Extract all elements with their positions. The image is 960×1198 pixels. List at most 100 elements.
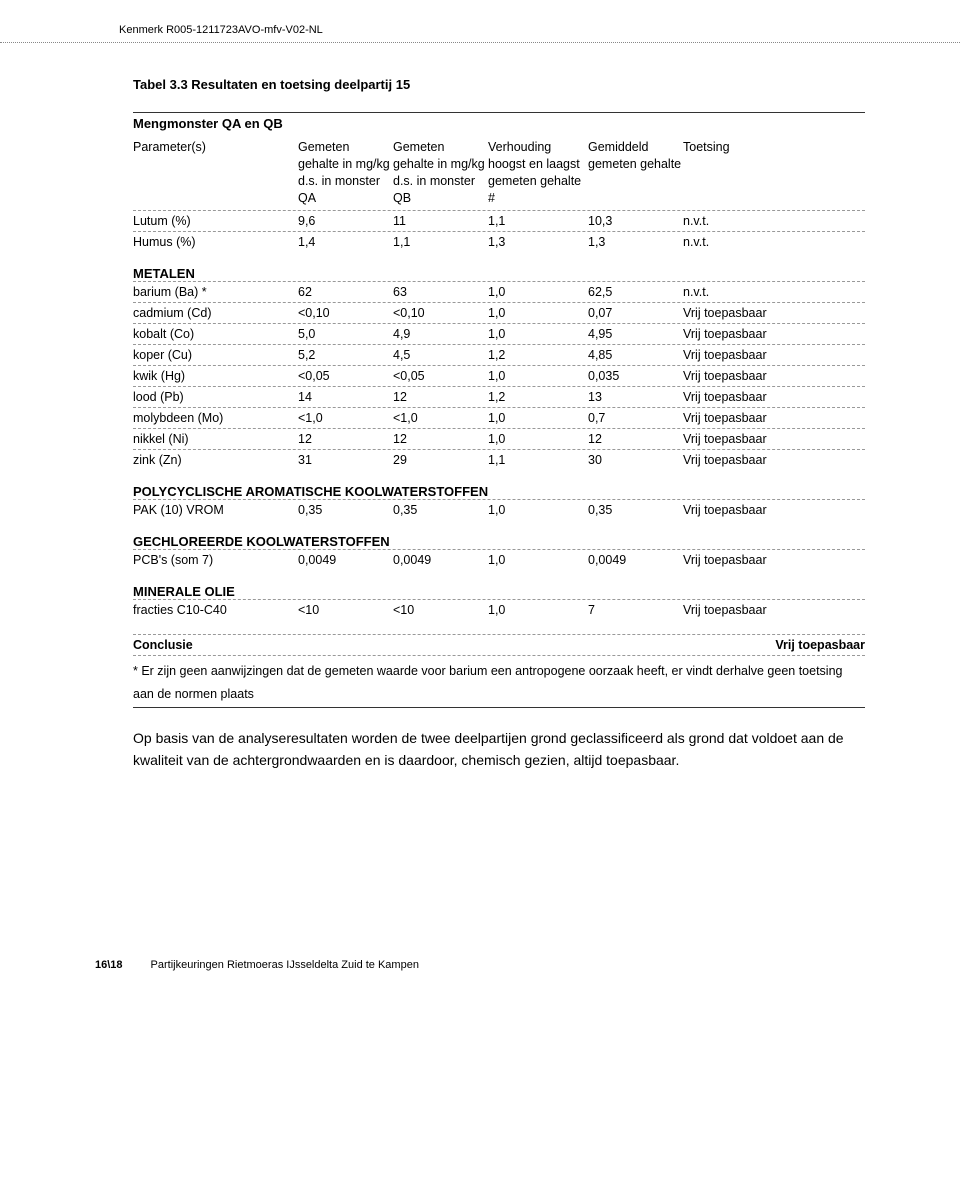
cell-test: Vrij toepasbaar <box>683 327 865 341</box>
section-heading: POLYCYCLISCHE AROMATISCHE KOOLWATERSTOFF… <box>133 470 865 499</box>
cell-avg: 12 <box>588 432 683 446</box>
cell-test: Vrij toepasbaar <box>683 369 865 383</box>
cell-avg: 10,3 <box>588 214 683 228</box>
cell-avg: 0,35 <box>588 503 683 517</box>
cell-qb: 11 <box>393 214 488 228</box>
section-heading: METALEN <box>133 252 865 281</box>
cell-qb: <0,10 <box>393 306 488 320</box>
section-heading: MINERALE OLIE <box>133 570 865 599</box>
conclusion-label: Conclusie <box>133 638 775 652</box>
cell-qb: 12 <box>393 432 488 446</box>
cell-param: Humus (%) <box>133 235 298 249</box>
cell-avg: 0,7 <box>588 411 683 425</box>
cell-ratio: 1,0 <box>488 306 588 320</box>
cell-qb: 1,1 <box>393 235 488 249</box>
cell-avg: 4,85 <box>588 348 683 362</box>
cell-test: Vrij toepasbaar <box>683 553 865 567</box>
cell-param: PAK (10) VROM <box>133 503 298 517</box>
table-row: fracties C10-C40<10<101,07Vrij toepasbaa… <box>133 600 865 620</box>
cell-qa: 9,6 <box>298 214 393 228</box>
column-header: Gemeten gehalte in mg/kg d.s. in monster… <box>393 139 488 207</box>
cell-test: n.v.t. <box>683 285 865 299</box>
conclusion-value: Vrij toepasbaar <box>775 638 865 652</box>
table-row: Lutum (%)9,6111,110,3n.v.t. <box>133 211 865 231</box>
cell-qb: <0,05 <box>393 369 488 383</box>
cell-ratio: 1,3 <box>488 235 588 249</box>
cell-qb: <1,0 <box>393 411 488 425</box>
cell-qa: 31 <box>298 453 393 467</box>
table-row: molybdeen (Mo)<1,0<1,01,00,7Vrij toepasb… <box>133 408 865 428</box>
table-title: Tabel 3.3 Resultaten en toetsing deelpar… <box>133 77 865 92</box>
cell-qa: 5,0 <box>298 327 393 341</box>
cell-param: kwik (Hg) <box>133 369 298 383</box>
column-header: Gemeten gehalte in mg/kg d.s. in monster… <box>298 139 393 207</box>
cell-param: zink (Zn) <box>133 453 298 467</box>
cell-qa: <1,0 <box>298 411 393 425</box>
footer-text: Partijkeuringen Rietmoeras IJsseldelta Z… <box>151 959 419 971</box>
cell-param: molybdeen (Mo) <box>133 411 298 425</box>
column-header: Verhouding hoogst en laagst gemeten geha… <box>488 139 588 207</box>
cell-param: PCB's (som 7) <box>133 553 298 567</box>
cell-test: Vrij toepasbaar <box>683 411 865 425</box>
cell-ratio: 1,0 <box>488 432 588 446</box>
conclusion-row: Conclusie Vrij toepasbaar <box>133 635 865 655</box>
cell-ratio: 1,0 <box>488 369 588 383</box>
table-row: kwik (Hg)<0,05<0,051,00,035Vrij toepasba… <box>133 366 865 386</box>
cell-qa: 0,0049 <box>298 553 393 567</box>
cell-test: Vrij toepasbaar <box>683 306 865 320</box>
cell-param: koper (Cu) <box>133 348 298 362</box>
table-row: kobalt (Co)5,04,91,04,95Vrij toepasbaar <box>133 324 865 344</box>
column-header: Toetsing <box>683 139 865 156</box>
cell-test: Vrij toepasbaar <box>683 603 865 617</box>
cell-avg: 0,0049 <box>588 553 683 567</box>
column-header: Gemiddeld gemeten gehalte <box>588 139 683 173</box>
page-container: Kenmerk R005-1211723AVO-mfv-V02-NL Tabel… <box>0 0 960 811</box>
cell-ratio: 1,0 <box>488 503 588 517</box>
cell-qa: <0,10 <box>298 306 393 320</box>
cell-qa: 1,4 <box>298 235 393 249</box>
cell-avg: 0,035 <box>588 369 683 383</box>
cell-test: Vrij toepasbaar <box>683 432 865 446</box>
cell-qb: 0,0049 <box>393 553 488 567</box>
cell-param: Lutum (%) <box>133 214 298 228</box>
cell-avg: 4,95 <box>588 327 683 341</box>
cell-param: fracties C10-C40 <box>133 603 298 617</box>
cell-qa: <0,05 <box>298 369 393 383</box>
page-footer: 16\18 Partijkeuringen Rietmoeras IJsseld… <box>0 959 419 971</box>
cell-qb: <10 <box>393 603 488 617</box>
cell-avg: 30 <box>588 453 683 467</box>
footer-page-number: 16\18 <box>95 959 123 971</box>
dotted-divider <box>0 42 960 43</box>
cell-test: Vrij toepasbaar <box>683 453 865 467</box>
cell-ratio: 1,2 <box>488 390 588 404</box>
cell-avg: 7 <box>588 603 683 617</box>
section-heading: GECHLOREERDE KOOLWATERSTOFFEN <box>133 520 865 549</box>
cell-param: barium (Ba) * <box>133 285 298 299</box>
column-header: Parameter(s) <box>133 139 298 156</box>
cell-test: Vrij toepasbaar <box>683 503 865 517</box>
cell-qa: 5,2 <box>298 348 393 362</box>
cell-param: cadmium (Cd) <box>133 306 298 320</box>
cell-test: Vrij toepasbaar <box>683 390 865 404</box>
table-row: nikkel (Ni)12121,012Vrij toepasbaar <box>133 429 865 449</box>
table-row: barium (Ba) *62631,062,5n.v.t. <box>133 282 865 302</box>
doc-id: Kenmerk R005-1211723AVO-mfv-V02-NL <box>119 24 865 36</box>
cell-qa: 14 <box>298 390 393 404</box>
table-row: PCB's (som 7)0,00490,00491,00,0049Vrij t… <box>133 550 865 570</box>
cell-ratio: 1,0 <box>488 327 588 341</box>
cell-ratio: 1,0 <box>488 285 588 299</box>
cell-ratio: 1,0 <box>488 411 588 425</box>
cell-qa: <10 <box>298 603 393 617</box>
table-row: zink (Zn)31291,130Vrij toepasbaar <box>133 450 865 470</box>
cell-qa: 12 <box>298 432 393 446</box>
cell-param: nikkel (Ni) <box>133 432 298 446</box>
cell-qb: 29 <box>393 453 488 467</box>
cell-avg: 1,3 <box>588 235 683 249</box>
body-paragraph: Op basis van de analyseresultaten worden… <box>133 728 865 771</box>
cell-ratio: 1,0 <box>488 603 588 617</box>
cell-ratio: 1,2 <box>488 348 588 362</box>
cell-avg: 13 <box>588 390 683 404</box>
cell-ratio: 1,1 <box>488 214 588 228</box>
cell-qb: 63 <box>393 285 488 299</box>
table-header-row: Parameter(s)Gemeten gehalte in mg/kg d.s… <box>133 136 865 210</box>
